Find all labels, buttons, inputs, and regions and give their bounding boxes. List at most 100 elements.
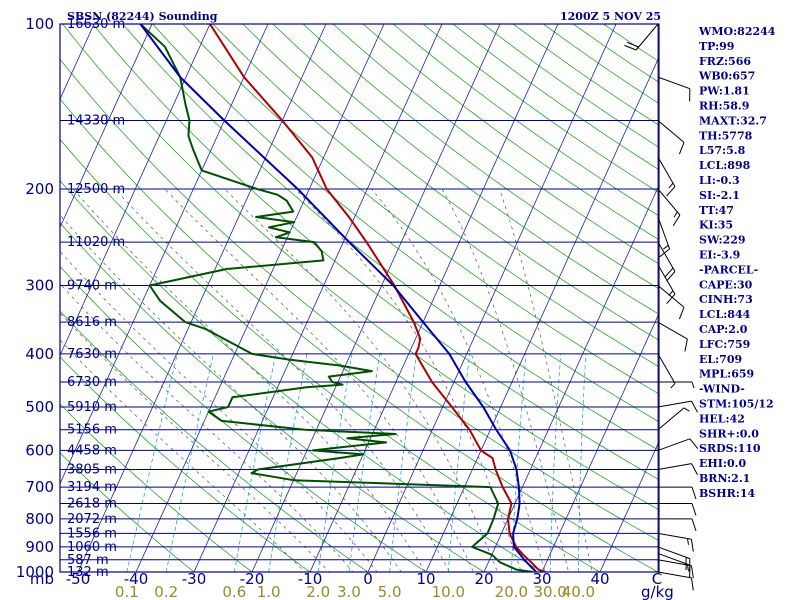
index-value: FRZ:566 (699, 55, 751, 68)
dewpoint-line (139, 24, 533, 572)
temperature-axis: mb -50 -40 -30 -20 -10 0 10 20 30 40 C (30, 570, 662, 588)
wind-barb-half (687, 538, 689, 545)
pressure-tick-label: 200 (25, 180, 54, 198)
wind-barb (657, 400, 692, 408)
wind-barb-flag (678, 307, 685, 320)
mixing-ratio-unit: g/kg (641, 583, 674, 600)
index-value: BSHR:14 (699, 487, 755, 500)
wind-barb (657, 285, 685, 308)
wind-barb-half (668, 182, 674, 189)
mixing-ratio-line (126, 353, 178, 572)
height-label: 16630 m (67, 17, 125, 32)
height-label: 8616 m (67, 315, 117, 330)
index-value: TP:99 (699, 40, 734, 53)
index-value: CAP:2.0 (699, 323, 748, 336)
moist-adiabat (72, 188, 426, 572)
pressure-tick-label: 700 (25, 478, 54, 496)
wind-barb-flag (691, 539, 694, 552)
wind-barb (657, 156, 676, 187)
height-label: 5156 m (67, 423, 117, 438)
temperature-tick-label: -30 (182, 570, 207, 588)
wind-barb-flag (666, 271, 676, 282)
mixing-ratio-line (233, 353, 277, 572)
pressure-tick-label: 600 (25, 441, 54, 459)
index-value: -PARCEL- (699, 263, 758, 276)
height-label: 7630 m (67, 347, 117, 362)
isotherm (599, 440, 659, 572)
temperature-tick-label: 30 (532, 570, 551, 588)
mixing-ratio-label: 10.0 (432, 583, 465, 600)
isotherm (60, 24, 269, 485)
index-value: PW:1.81 (699, 85, 750, 98)
pressure-tick-label: 100 (25, 15, 54, 33)
plot-border (59, 23, 660, 573)
isotherm (541, 312, 659, 572)
temperature-tick-label: -40 (124, 570, 149, 588)
wind-barb-flag (626, 41, 639, 48)
dry-adiabat (60, 265, 427, 572)
height-label: 3194 m (67, 480, 117, 495)
index-value: CAPE:30 (699, 278, 753, 291)
wind-barb-flag (689, 438, 699, 450)
height-label: 2072 m (67, 512, 117, 527)
index-value: BRN:2.1 (699, 472, 750, 485)
wind-barb (657, 438, 691, 451)
wind-barb (657, 407, 685, 431)
temperature-tick-label: -10 (298, 570, 323, 588)
moist-adiabat (294, 188, 522, 572)
height-label: 4458 m (67, 443, 117, 458)
dry-adiabat (60, 403, 253, 572)
wind-barb (657, 353, 676, 384)
index-value: -WIND- (699, 383, 745, 396)
mixing-ratio-label: 0.6 (222, 583, 246, 600)
sounding-profiles (139, 24, 546, 572)
isotherm (60, 24, 95, 101)
temperature-tick-label: 10 (416, 570, 435, 588)
pressure-tick-label: 500 (25, 398, 54, 416)
dry-adiabat (62, 24, 659, 511)
valid-time: 1200Z 5 NOV 25 (560, 10, 661, 23)
wind-barb-flag (659, 248, 670, 258)
height-label: 11020 m (67, 235, 125, 250)
temperature-tick-label: mb (30, 570, 54, 588)
wind-barb (657, 264, 676, 295)
wind-barbs (624, 23, 699, 591)
wind-barb (657, 571, 692, 579)
wind-barb (657, 463, 692, 470)
isotherm (60, 24, 153, 229)
isotherm (367, 24, 617, 572)
wind-barb-flag (672, 214, 681, 227)
height-label: 9740 m (67, 278, 117, 293)
index-value: LCL:844 (699, 308, 751, 321)
pressure-tick-label: 800 (25, 510, 54, 528)
height-label: 3805 m (67, 462, 117, 477)
moist-adiabat (371, 188, 546, 572)
index-value: STM:105/12 (699, 398, 774, 411)
wind-barb-flag (691, 518, 697, 532)
index-value: LCL:898 (699, 159, 751, 172)
index-value: SHR+:0.0 (699, 427, 759, 440)
wind-barb-flag (691, 577, 694, 591)
height-label: 5910 m (67, 400, 117, 415)
index-value: TT:47 (699, 204, 734, 217)
wind-barb (657, 321, 688, 340)
wind-barb-flag (684, 339, 688, 352)
mixing-ratio-label: 5.0 (378, 583, 402, 600)
isotherm (77, 24, 327, 572)
station-title: SBSN (82244) Sounding (67, 10, 218, 23)
isotherm (193, 24, 443, 572)
temperature-tick-label: -50 (66, 570, 91, 588)
index-value: TH:5778 (699, 129, 753, 142)
pressure-tick-label: 400 (25, 345, 54, 363)
wind-barb (657, 216, 671, 250)
isotherm (251, 24, 501, 572)
wind-barb-half (683, 407, 690, 412)
height-label: 14330 m (67, 113, 125, 128)
mixing-ratio-label: 40.0 (562, 583, 595, 600)
height-label: 132 m (67, 565, 109, 580)
dry-adiabat (60, 356, 311, 572)
wind-barb (657, 76, 691, 90)
height-label: 1556 m (67, 526, 117, 541)
isotherm (135, 24, 385, 572)
wind-barb (657, 532, 692, 540)
